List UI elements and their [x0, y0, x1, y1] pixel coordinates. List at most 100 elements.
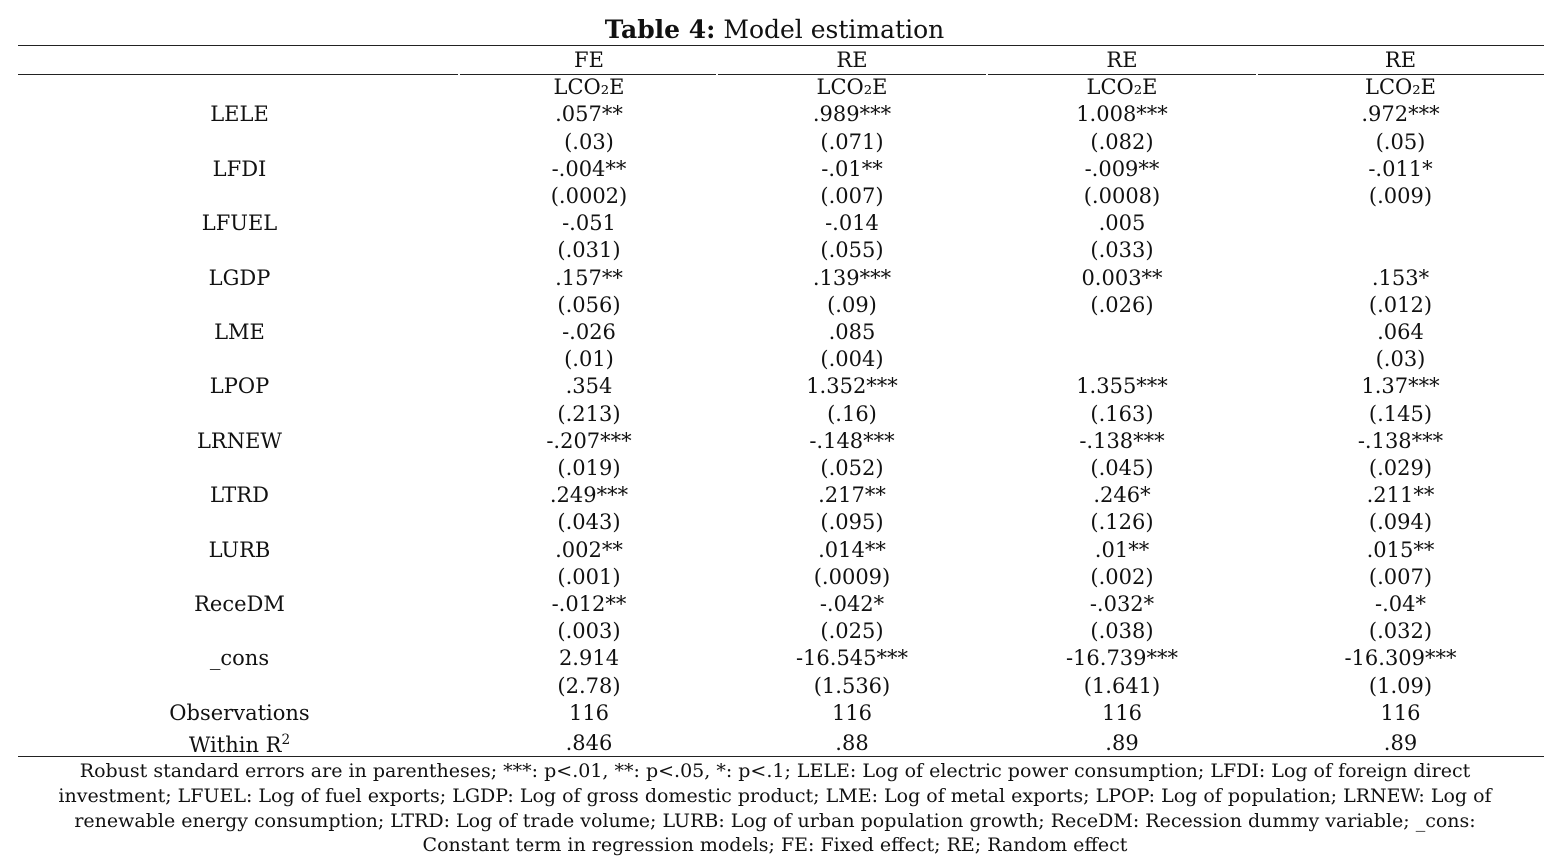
header-rule-label — [18, 74, 458, 75]
observations-row: Observations 116 116 116 116 — [18, 700, 1544, 727]
coefficient-cell: -.011* — [1368, 156, 1433, 181]
std-error-cell: (.082) — [1090, 129, 1154, 154]
variable-label: LME — [214, 320, 265, 345]
header-blank — [18, 74, 461, 101]
coefficient-cell: -.138*** — [1357, 428, 1444, 453]
coefficient-cell: .217** — [818, 483, 886, 508]
table-number: Table 4: — [604, 15, 716, 44]
std-error-cell: (.043) — [557, 510, 621, 535]
std-error-label-blank — [18, 673, 461, 700]
coefficient-cell: -.042* — [819, 592, 885, 617]
std-error-label-blank — [18, 618, 461, 645]
std-error-row: (.0002) (.007) (.0008) (.009) — [18, 183, 1544, 210]
std-error-label-blank — [18, 564, 461, 591]
coefficient-cell: .211** — [1366, 483, 1435, 508]
std-error-cell: (.031) — [557, 238, 621, 263]
within-r2-cell: .88 — [835, 730, 869, 755]
coefficient-cell: -.012** — [551, 592, 627, 617]
std-error-row: (.043) (.095) (.126) (.094) — [18, 509, 1544, 536]
variable-label: LURB — [208, 537, 271, 562]
dependent-header: LCO₂E — [1086, 75, 1158, 100]
std-error-label-blank — [18, 509, 461, 536]
header-rule-col-2 — [718, 74, 986, 75]
coefficient-cell: .005 — [1098, 211, 1146, 236]
variable-label: LTRD — [210, 483, 269, 508]
std-error-cell: (1.641) — [1083, 673, 1161, 698]
std-error-row: (.031) (.055) (.033) — [18, 237, 1544, 264]
dependent-header: LCO₂E — [553, 75, 625, 100]
table-note: Robust standard errors are in parenthese… — [58, 760, 1492, 857]
std-error-label-blank — [18, 183, 461, 210]
std-error-label-blank — [18, 346, 461, 373]
std-error-cell: (.029) — [1368, 456, 1433, 481]
std-error-row: (.003) (.025) (.038) (.032) — [18, 618, 1544, 645]
within-r2-label: Within R2 — [18, 727, 461, 759]
std-error-cell: (.03) — [1375, 347, 1426, 372]
variable-label: ReceDM — [194, 592, 285, 617]
model-header: RE — [1106, 48, 1138, 72]
table-title: Table 4: Model estimation — [0, 14, 1549, 46]
dependent-header: LCO₂E — [1365, 75, 1436, 100]
coefficient-row: _cons 2.914 -16.545*** -16.739*** -16.309*** — [18, 645, 1544, 672]
coefficient-cell: -.051 — [562, 211, 616, 236]
within-r2-label-text: Within R — [188, 733, 282, 758]
coefficient-cell: 1.008*** — [1076, 102, 1168, 127]
std-error-cell — [1257, 237, 1544, 264]
std-error-cell: (.056) — [557, 292, 621, 317]
dependent-header-row: LCO₂E LCO₂E LCO₂E LCO₂E — [18, 74, 1544, 101]
table-body: FE RE RE RE LCO₂E LCO₂E LCO₂E LCO₂E LELE… — [18, 47, 1544, 759]
estimation-table: FE RE RE RE LCO₂E LCO₂E LCO₂E LCO₂E LELE… — [18, 47, 1544, 759]
std-error-cell: (.001) — [557, 564, 621, 589]
coefficient-row: LELE .057** .989*** 1.008*** .972*** — [18, 101, 1544, 128]
coefficient-cell: -16.739*** — [1065, 646, 1179, 671]
coefficient-cell: .085 — [828, 320, 876, 345]
variable-label: _cons — [209, 646, 270, 671]
coefficient-cell: .01** — [1094, 537, 1150, 562]
model-header: RE — [836, 48, 868, 72]
coefficient-cell: -.138*** — [1079, 428, 1165, 453]
std-error-row: (2.78) (1.536) (1.641) (1.09) — [18, 673, 1544, 700]
coefficient-cell: .014** — [818, 537, 886, 562]
std-error-cell: (.003) — [557, 619, 621, 644]
std-error-cell: (.055) — [820, 238, 884, 263]
coefficient-cell: .057** — [555, 102, 623, 127]
coefficient-cell: .015** — [1366, 537, 1435, 562]
coefficient-row: LPOP .354 1.352*** 1.355*** 1.37*** — [18, 373, 1544, 400]
bottom-rule — [18, 756, 1544, 757]
std-error-cell: (.05) — [1375, 129, 1426, 154]
coefficient-cell: .153* — [1371, 265, 1430, 290]
std-error-cell: (.16) — [827, 401, 877, 426]
coefficient-cell: -.004** — [551, 156, 627, 181]
std-error-cell: (1.536) — [813, 673, 891, 698]
coefficient-cell: -.01** — [821, 156, 883, 181]
header-blank — [18, 47, 461, 74]
coefficient-cell: .972*** — [1361, 102, 1440, 127]
coefficient-cell: -16.545*** — [795, 646, 909, 671]
variable-label: LGDP — [208, 265, 271, 290]
coefficient-row: LGDP .157** .139*** 0.003** .153* — [18, 265, 1544, 292]
coefficient-cell: -.032* — [1089, 592, 1155, 617]
std-error-row: (.213) (.16) (.163) (.145) — [18, 401, 1544, 428]
std-error-cell: (.007) — [1368, 564, 1433, 589]
std-error-cell: (.03) — [564, 129, 614, 154]
std-error-cell: (.002) — [1090, 564, 1154, 589]
within-r2-cell: .846 — [565, 730, 613, 755]
std-error-cell: (.012) — [1368, 292, 1433, 317]
variable-label: LPOP — [209, 374, 270, 399]
std-error-cell: (.007) — [820, 184, 884, 209]
header-rule-col-4 — [1258, 74, 1544, 75]
std-error-cell: (.032) — [1368, 619, 1433, 644]
std-error-label-blank — [18, 455, 461, 482]
std-error-cell: (.145) — [1368, 401, 1433, 426]
std-error-cell: (.009) — [1368, 184, 1433, 209]
header-rule-col-3 — [988, 74, 1256, 75]
coefficient-cell: -.026 — [562, 320, 616, 345]
std-error-label-blank — [18, 292, 461, 319]
std-error-cell: (.09) — [827, 292, 877, 317]
std-error-cell: (.052) — [820, 456, 884, 481]
model-header: FE — [574, 48, 604, 72]
std-error-cell — [987, 346, 1257, 373]
coefficient-cell: -.148*** — [809, 428, 895, 453]
coefficient-cell: .002** — [555, 537, 623, 562]
